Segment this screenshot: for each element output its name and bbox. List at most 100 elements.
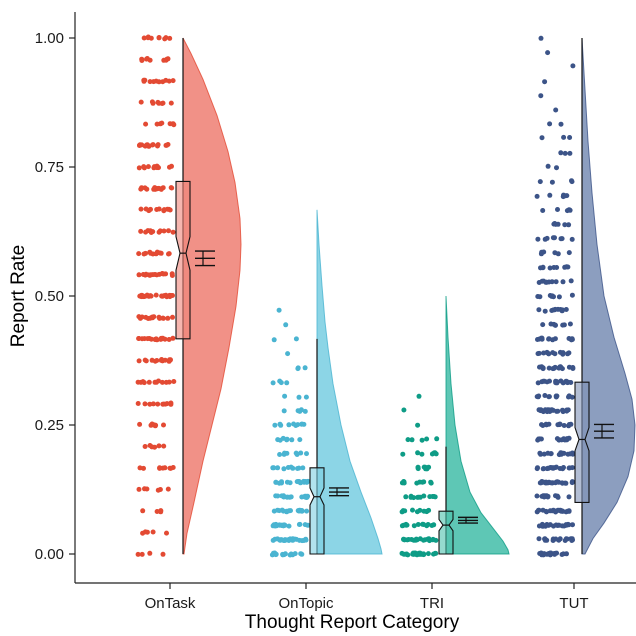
data-point: [559, 552, 565, 557]
data-point: [549, 308, 555, 313]
data-point: [567, 135, 573, 140]
data-point: [149, 444, 155, 450]
data-point: [142, 143, 148, 149]
data-point: [544, 235, 550, 241]
data-point: [555, 221, 561, 227]
data-point: [167, 357, 173, 363]
data-point: [147, 79, 153, 85]
data-point: [419, 551, 425, 557]
x-tick-label: TUT: [559, 595, 588, 612]
data-point: [409, 537, 414, 542]
data-point: [282, 393, 288, 399]
data-point: [559, 437, 565, 443]
data-point: [288, 464, 294, 470]
data-point: [561, 192, 566, 198]
data-point: [141, 164, 147, 170]
y-axis-title: Report Rate: [8, 245, 29, 347]
data-point: [570, 522, 575, 528]
data-point: [167, 294, 173, 300]
data-point: [427, 494, 433, 500]
data-point: [154, 163, 160, 169]
data-point: [414, 480, 420, 486]
data-point: [546, 365, 552, 371]
data-point: [557, 451, 563, 457]
data-point: [137, 142, 143, 148]
data-point: [146, 379, 152, 385]
data-point: [170, 229, 176, 235]
data-point: [271, 508, 277, 514]
data-point: [277, 452, 283, 457]
data-point: [295, 508, 301, 514]
data-point: [564, 208, 570, 214]
data-point: [281, 408, 287, 414]
data-point: [160, 315, 166, 321]
data-point: [559, 523, 565, 529]
data-point: [287, 480, 293, 486]
data-point: [167, 35, 173, 41]
data-point: [164, 530, 169, 536]
data-point: [295, 466, 300, 471]
data-point: [539, 552, 545, 558]
data-point: [151, 79, 157, 85]
data-point: [137, 421, 143, 427]
data-point: [566, 222, 572, 228]
data-point: [304, 479, 310, 485]
data-point: [142, 401, 148, 407]
data-point: [545, 494, 551, 500]
data-point: [535, 507, 541, 513]
data-point: [429, 523, 435, 528]
data-point: [415, 450, 421, 456]
data-point: [283, 322, 289, 328]
data-point: [536, 536, 542, 542]
data-point: [284, 509, 290, 515]
data-point: [298, 551, 304, 557]
data-point: [560, 322, 566, 328]
data-point: [158, 509, 164, 515]
data-point: [148, 293, 154, 299]
data-point: [559, 480, 565, 486]
data-point: [156, 229, 162, 235]
data-point: [297, 521, 303, 527]
data-point: [161, 422, 166, 428]
data-point: [166, 228, 171, 234]
jitter-points: [135, 34, 576, 558]
data-point: [554, 165, 559, 171]
data-point: [151, 314, 157, 320]
data-point: [143, 314, 149, 320]
data-point: [150, 401, 156, 407]
data-point: [270, 380, 276, 386]
data-point: [150, 529, 156, 535]
data-point: [537, 450, 543, 456]
data-point: [159, 379, 165, 385]
data-point: [160, 100, 166, 106]
data-point: [136, 165, 142, 171]
data-point: [560, 279, 566, 285]
data-point: [159, 336, 165, 342]
data-point: [297, 537, 302, 543]
data-point: [163, 379, 169, 385]
data-point: [303, 394, 309, 400]
data-point: [558, 150, 564, 156]
data-point: [147, 249, 153, 255]
data-point: [138, 292, 144, 298]
data-point: [540, 507, 546, 513]
data-point: [142, 336, 147, 342]
data-point: [568, 278, 574, 284]
data-point: [417, 507, 423, 513]
data-point: [170, 335, 176, 341]
data-point: [534, 466, 540, 472]
data-point: [286, 523, 292, 529]
y-axis-ticks: 0.00 0.25 0.50 0.75 1.00: [35, 30, 75, 563]
data-point: [557, 536, 563, 542]
data-point: [165, 315, 171, 321]
data-point: [564, 551, 569, 557]
data-point: [567, 150, 573, 156]
data-point: [275, 437, 281, 443]
data-point: [168, 400, 174, 406]
data-point: [169, 185, 175, 191]
data-point: [159, 293, 165, 299]
data-point: [411, 495, 417, 501]
data-point: [136, 314, 142, 320]
data-point: [405, 437, 411, 443]
data-point: [553, 107, 559, 113]
